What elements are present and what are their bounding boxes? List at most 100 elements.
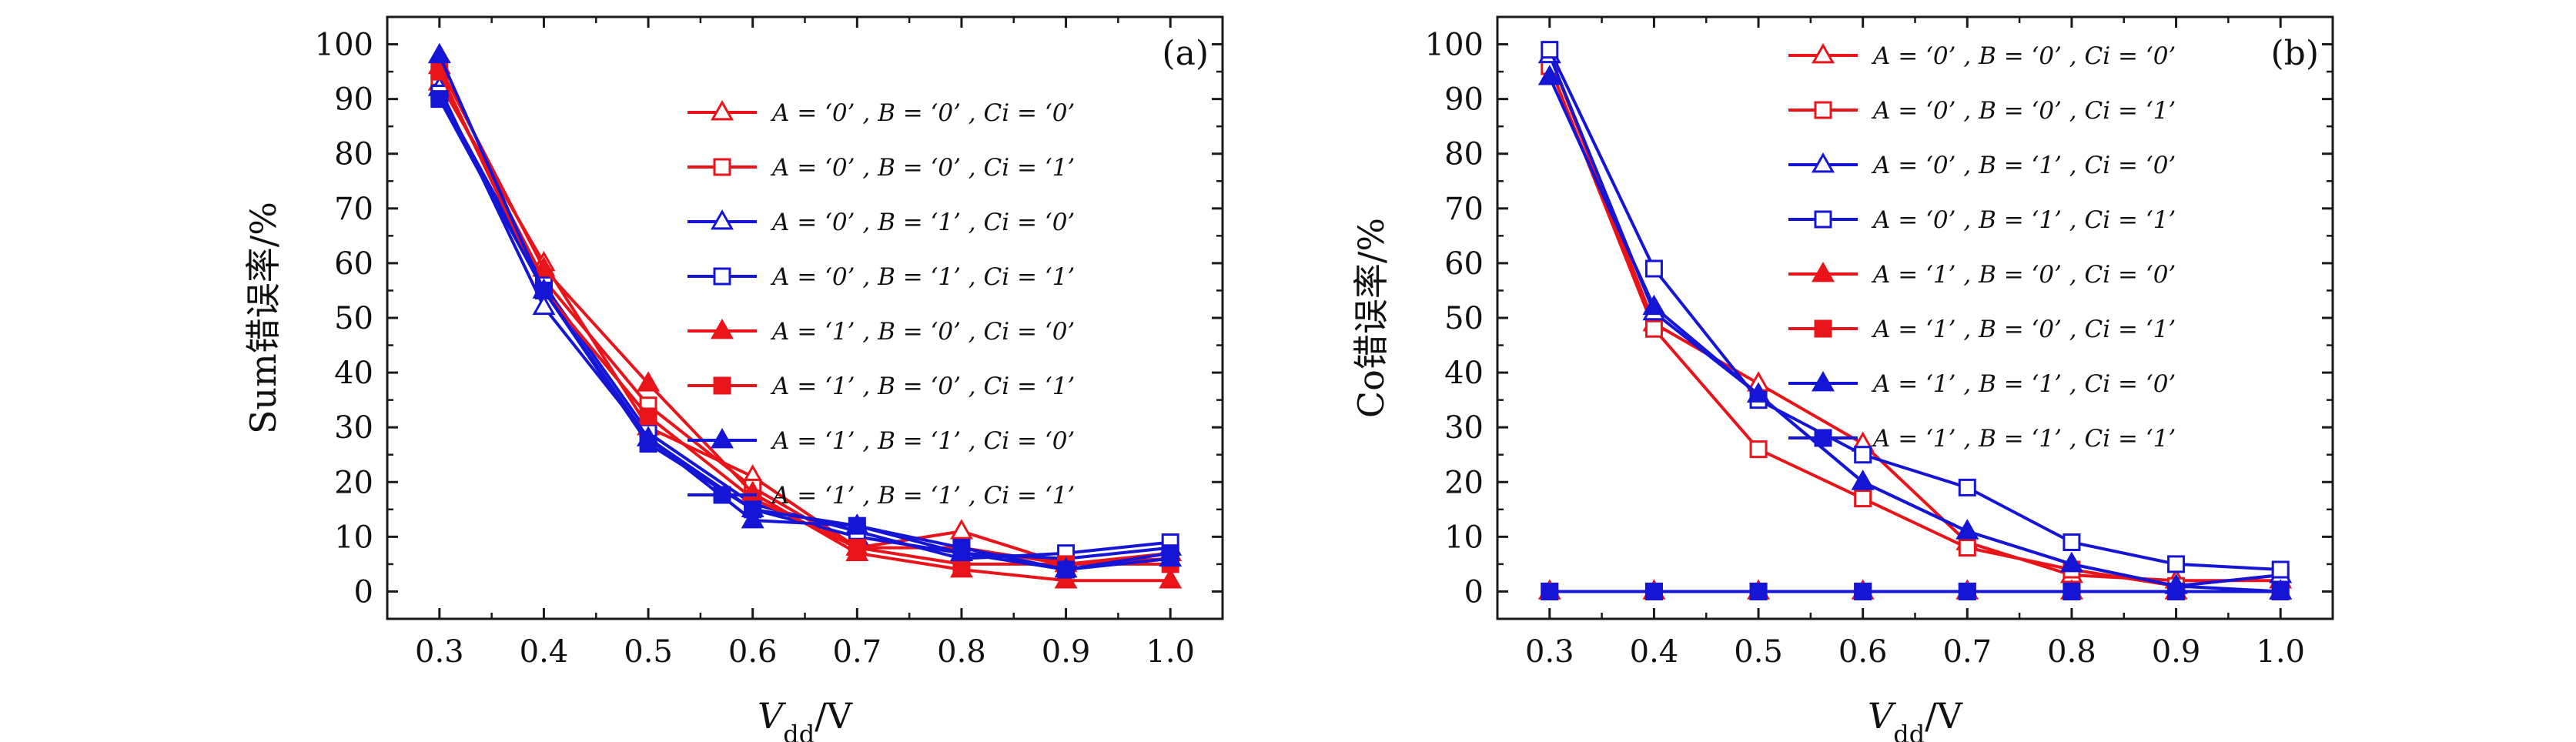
series-7-point xyxy=(427,42,451,64)
legend-label-6: A = ‘1’ , B = ‘0’ , Ci = ‘1’ xyxy=(1871,316,2176,343)
series-6-point xyxy=(848,539,866,557)
series-2-point xyxy=(1644,319,1663,338)
series-line-4 xyxy=(1548,48,2281,572)
series-8-point xyxy=(1854,582,1872,600)
y-tick-label: 30 xyxy=(1444,410,1484,446)
legend-marker-3 xyxy=(711,209,734,230)
series-line-1 xyxy=(1547,55,2281,583)
series-2-point xyxy=(1749,440,1768,459)
series-8-point xyxy=(1958,582,1976,600)
legend-marker-7 xyxy=(711,427,734,449)
series-4-point xyxy=(2167,555,2186,573)
legend-marker-8 xyxy=(713,486,731,504)
legend-marker-4 xyxy=(713,267,731,286)
x-tick-label: 0.7 xyxy=(833,634,882,670)
series-8-point xyxy=(848,516,866,535)
x-tick-label: 0.5 xyxy=(1734,634,1783,670)
series-4-point xyxy=(1541,41,1559,59)
legend-label-2: A = ‘0’ , B = ‘0’ , Ci = ‘1’ xyxy=(770,154,1075,182)
legend-label-5: A = ‘1’ , B = ‘0’ , Ci = ‘0’ xyxy=(770,318,1075,346)
series-7-point xyxy=(1851,470,1875,490)
legend-marker-8 xyxy=(1814,429,1832,447)
y-tick-label: 0 xyxy=(1464,574,1484,610)
series-8-point xyxy=(2167,582,2186,600)
series-line-8 xyxy=(438,98,1171,572)
y-axis-label: Sum错误率/% xyxy=(243,202,284,434)
x-tick-label: 0.5 xyxy=(624,634,673,670)
chart-panel-b: 0.3 0.4 0.5 0.6 0.7 0.8 0.9 1.0 0 10 20 30 40 50 60 70 8… xyxy=(1350,15,2334,742)
legend-label-4: A = ‘0’ , B = ‘1’ , Ci = ‘1’ xyxy=(770,263,1075,291)
y-tick-label: 10 xyxy=(334,520,373,555)
legend-marker-7 xyxy=(1812,370,1835,392)
x-tick-label: 0.9 xyxy=(2152,634,2201,670)
series-5-point xyxy=(532,256,556,277)
legend-marker-2 xyxy=(713,158,731,176)
series-7-point xyxy=(1642,294,1666,316)
series-4-point xyxy=(2271,560,2290,579)
x-axis-label: Vdd/V xyxy=(1868,695,1963,742)
legend-label-1: A = ‘0’ , B = ‘0’ , Ci = ‘0’ xyxy=(770,99,1075,127)
legend-marker-6 xyxy=(713,376,731,395)
series-7-point xyxy=(741,507,764,529)
y-tick-label: 30 xyxy=(334,410,373,446)
x-tick-label: 0.4 xyxy=(520,634,569,670)
series-4-point xyxy=(1854,446,1872,464)
y-tick-label: 20 xyxy=(1444,465,1484,500)
x-tick-label: 0.6 xyxy=(728,634,778,670)
legend: A = ‘0’ , B = ‘0’ , Ci = ‘0’ A = ‘0’ , B … xyxy=(1788,42,2176,453)
x-tick-label: 0.3 xyxy=(1525,634,1574,670)
series-8-point xyxy=(1161,544,1179,563)
legend-marker-2 xyxy=(1814,101,1832,119)
y-tick-label: 50 xyxy=(1444,301,1484,336)
series-8-point xyxy=(952,539,971,557)
x-tick-label: 1.0 xyxy=(2256,634,2305,670)
legend-label-5: A = ‘1’ , B = ‘0’ , Ci = ‘0’ xyxy=(1871,261,2176,289)
series-8-point xyxy=(744,500,762,519)
x-axis-label-main: V xyxy=(1868,695,1897,737)
series-4-point xyxy=(1958,478,1976,496)
y-tick-label: 40 xyxy=(1444,356,1484,391)
series-7-point xyxy=(1747,382,1771,403)
x-axis-label-main: V xyxy=(758,695,787,737)
y-tick-label: 90 xyxy=(1444,82,1484,118)
x-tick-label: 0.7 xyxy=(1943,634,1992,670)
y-tick-label: 100 xyxy=(1425,28,1484,63)
x-axis-label-suffix: /V xyxy=(1925,695,1962,737)
x-tick-label: 1.0 xyxy=(1146,634,1195,670)
series-4-point xyxy=(2062,533,2081,551)
series-7-point xyxy=(1537,65,1561,85)
y-tick-label: 0 xyxy=(354,574,373,610)
legend: A = ‘0’ , B = ‘0’ , Ci = ‘0’ A = ‘0’ , B … xyxy=(687,99,1075,510)
x-tick-label: 0.4 xyxy=(1630,634,1679,670)
y-tick-label: 10 xyxy=(1444,520,1484,555)
legend-marker-4 xyxy=(1814,210,1832,229)
series-8-point xyxy=(1749,582,1768,600)
legend-label-8: A = ‘1’ , B = ‘1’ , Ci = ‘1’ xyxy=(1871,425,2176,453)
legend-label-6: A = ‘1’ , B = ‘0’ , Ci = ‘1’ xyxy=(770,373,1075,400)
series-2-point xyxy=(1854,490,1872,508)
series-8-point xyxy=(1541,582,1559,600)
x-tick-label: 0.3 xyxy=(415,634,464,670)
y-tick-label: 40 xyxy=(334,356,373,391)
legend-label-1: A = ‘0’ , B = ‘0’ , Ci = ‘0’ xyxy=(1871,42,2176,70)
x-axis-label-sub: dd xyxy=(783,720,815,742)
x-tick-label: 0.9 xyxy=(1042,634,1091,670)
series-8-point xyxy=(2271,582,2290,600)
y-tick-label: 80 xyxy=(334,137,373,172)
series-line-7 xyxy=(1547,76,2281,593)
y-tick-label: 60 xyxy=(1444,246,1484,282)
series-8-point xyxy=(534,281,553,299)
legend-marker-5 xyxy=(711,318,734,339)
legend-marker-5 xyxy=(1812,261,1835,282)
series-2-point xyxy=(1958,539,1976,557)
x-axis-label-suffix: /V xyxy=(815,695,852,737)
series-5-point xyxy=(1054,568,1078,589)
legend-label-3: A = ‘0’ , B = ‘1’ , Ci = ‘0’ xyxy=(770,209,1075,236)
legend-label-8: A = ‘1’ , B = ‘1’ , Ci = ‘1’ xyxy=(770,482,1075,510)
x-tick-label: 0.8 xyxy=(2047,634,2096,670)
y-tick-label: 20 xyxy=(334,465,373,500)
series-3-point xyxy=(532,294,556,316)
y-tick-label: 60 xyxy=(334,246,373,282)
series-5-point xyxy=(1159,568,1183,589)
series-7-point xyxy=(1955,519,1979,540)
